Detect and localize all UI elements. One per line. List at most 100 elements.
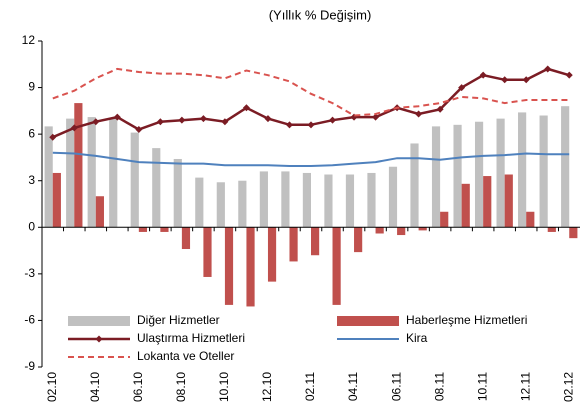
bar: [195, 177, 204, 228]
bar: [518, 112, 527, 228]
legend-marker: [95, 335, 103, 343]
bar: [238, 180, 247, 228]
x-tick-label: 06.10: [131, 372, 145, 402]
line-marker: [92, 118, 100, 126]
line-marker: [565, 71, 573, 79]
x-tick-label: 12.11: [518, 372, 532, 401]
x-tick-label: 10.11: [475, 372, 489, 401]
line-marker: [199, 115, 207, 123]
bar: [461, 183, 470, 228]
bar: [431, 126, 441, 228]
bar: [181, 227, 191, 250]
line-series: [52, 67, 570, 117]
bar: [418, 227, 427, 231]
bar: [216, 182, 225, 228]
x-tick-label: 08.11: [432, 372, 446, 401]
bar: [44, 126, 53, 228]
bar: [289, 227, 298, 262]
bar: [539, 115, 548, 228]
x-tick-label: 02.10: [45, 372, 59, 402]
x-tick-label: 02.11: [303, 372, 317, 401]
x-tick-label: 04.11: [346, 372, 360, 401]
bar: [388, 166, 398, 228]
bar: [203, 227, 212, 277]
bar: [440, 211, 449, 228]
x-tick-label: 12.10: [260, 372, 274, 402]
bar: [259, 171, 268, 228]
bar: [224, 227, 234, 305]
bar: [504, 174, 513, 228]
line-marker: [70, 124, 78, 132]
line-marker: [221, 118, 229, 126]
bar: [302, 172, 311, 228]
line-marker: [156, 118, 164, 126]
bar: [173, 158, 182, 228]
bar: [87, 117, 96, 228]
bar: [561, 106, 570, 228]
bar: [453, 124, 462, 228]
bar: [324, 174, 333, 228]
line-marker: [135, 125, 143, 133]
bar: [367, 172, 376, 228]
bar: [483, 176, 492, 228]
bar: [52, 172, 61, 228]
line-marker: [307, 121, 315, 129]
bar: [354, 227, 363, 253]
bar: [138, 227, 148, 232]
bar: [95, 196, 104, 228]
bar: [311, 227, 320, 256]
bar: [345, 174, 355, 228]
line-marker: [479, 71, 487, 79]
line-marker: [544, 65, 552, 73]
bar: [160, 227, 169, 232]
y-tick-label: 6: [28, 126, 35, 140]
line-marker: [522, 76, 530, 84]
bar: [410, 143, 419, 228]
legend-swatch: [337, 316, 399, 326]
y-tick-label: 9: [28, 80, 35, 94]
y-tick-label: -6: [24, 313, 35, 327]
bar: [152, 148, 161, 228]
line-marker: [501, 76, 509, 84]
x-tick-label: 04.10: [88, 372, 102, 402]
legend-label: Haberleşme Hizmetleri: [406, 313, 527, 327]
chart-title: (Yıllık % Değişim): [269, 7, 372, 22]
bar: [281, 171, 290, 228]
bar: [246, 227, 255, 307]
bar: [66, 118, 75, 228]
line-marker: [242, 104, 250, 112]
legend-label: Kira: [406, 331, 428, 345]
line-marker: [49, 133, 57, 141]
x-tick-label: 10.10: [217, 372, 231, 402]
legend-label: Ulaştırma Hizmetleri: [137, 331, 245, 345]
bar: [397, 227, 406, 236]
legend-swatch: [68, 316, 130, 326]
bar: [526, 211, 535, 228]
bar: [496, 118, 505, 228]
line-series: [52, 151, 570, 167]
x-tick-label: 02.12: [561, 372, 575, 402]
line-marker: [372, 113, 380, 121]
y-tick-label: -9: [24, 359, 35, 373]
bar: [267, 227, 277, 282]
y-tick-label: -3: [24, 266, 35, 280]
line-marker: [264, 115, 272, 123]
bar: [474, 121, 484, 228]
y-tick-label: 3: [28, 173, 35, 187]
line-marker: [329, 116, 337, 124]
line-marker: [113, 113, 121, 121]
line-marker: [458, 84, 466, 92]
line-marker: [178, 116, 186, 124]
bar: [375, 227, 384, 234]
bar: [547, 227, 556, 232]
bar: [109, 118, 118, 228]
bar: [130, 132, 139, 228]
line-marker: [436, 105, 444, 113]
y-tick-label: 0: [28, 219, 35, 233]
x-tick-label: 08.10: [174, 372, 188, 402]
x-tick-label: 06.11: [389, 372, 403, 401]
bar: [74, 103, 83, 228]
legend-label: Lokanta ve Oteller: [137, 349, 234, 363]
y-tick-label: 12: [22, 33, 36, 47]
